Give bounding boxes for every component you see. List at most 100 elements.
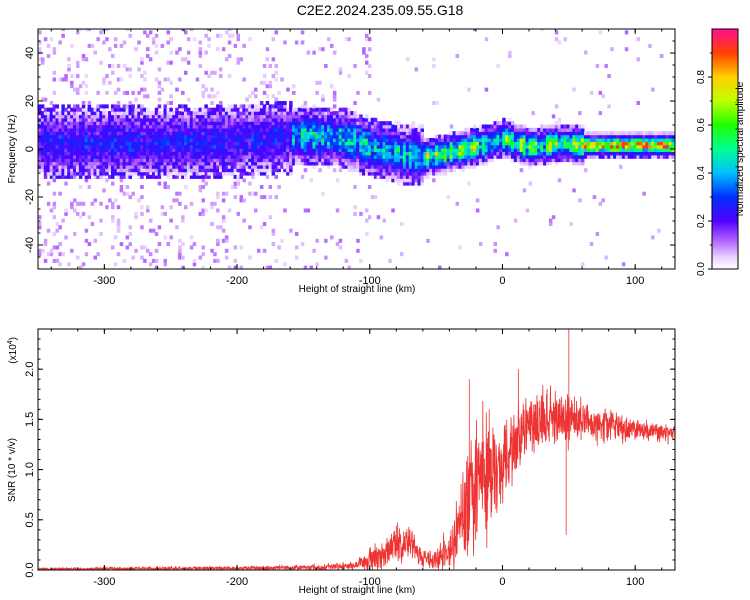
- heatmap-cell: [181, 174, 185, 179]
- heatmap-cell: [277, 151, 281, 156]
- heatmap-cell: [90, 107, 95, 112]
- heatmap-cell: [99, 104, 103, 109]
- heatmap-cell: [166, 77, 170, 82]
- heatmap-cell: [151, 117, 156, 122]
- heatmap-cell: [484, 127, 489, 132]
- heatmap-cell: [318, 138, 322, 142]
- heatmap-cell: [113, 168, 118, 173]
- heatmap-cell: [484, 148, 489, 152]
- heatmap-cell: [70, 121, 74, 126]
- heatmap-cell: [435, 168, 439, 173]
- heatmap-cell: [370, 131, 375, 136]
- heatmap-cell: [385, 124, 389, 129]
- heatmap-cell: [499, 148, 503, 152]
- heatmap-cell: [659, 154, 664, 159]
- heatmap-cell: [405, 161, 410, 166]
- heatmap-cell: [324, 158, 328, 163]
- heatmap-cell: [207, 131, 211, 136]
- heatmap-cell: [420, 154, 424, 159]
- heatmap-cell: [221, 127, 226, 132]
- heatmap-cell: [40, 141, 45, 146]
- heatmap-cell: [405, 154, 410, 159]
- heatmap-cell: [525, 141, 530, 146]
- heatmap-cell: [639, 134, 643, 139]
- heatmap-cell: [452, 168, 457, 173]
- heatmap-cell: [58, 191, 62, 196]
- heatmap-cell: [414, 144, 419, 149]
- heatmap-cell: [148, 111, 153, 116]
- heatmap-cell: [84, 90, 89, 95]
- heatmap-cell: [131, 131, 135, 136]
- heatmap-cell: [400, 222, 404, 226]
- heatmap-cell: [277, 131, 281, 136]
- heatmap-cell: [286, 131, 290, 136]
- heatmap-cell: [184, 141, 188, 146]
- heatmap-cell: [294, 144, 299, 149]
- heatmap-cell: [201, 141, 205, 146]
- heatmap-cell: [388, 174, 392, 179]
- heatmap-cell: [87, 107, 92, 112]
- heatmap-cell: [116, 228, 121, 233]
- heatmap-cell: [198, 141, 203, 146]
- heatmap-cell: [636, 57, 640, 62]
- heatmap-cell: [64, 131, 68, 136]
- heatmap-cell: [470, 127, 474, 132]
- heatmap-cell: [619, 134, 623, 139]
- heatmap-cell: [169, 80, 173, 85]
- heatmap-cell: [522, 148, 527, 152]
- heatmap-cell: [192, 262, 197, 267]
- heatmap-cell: [70, 138, 74, 142]
- heatmap-cell: [478, 144, 483, 149]
- heatmap-cell: [350, 138, 354, 142]
- heatmap-cell: [405, 164, 410, 169]
- heatmap-cell: [111, 131, 115, 136]
- heatmap-cell: [350, 131, 354, 136]
- heatmap-cell: [519, 134, 524, 139]
- heatmap-cell: [242, 134, 246, 139]
- heatmap-cell: [411, 171, 416, 176]
- heatmap-cell: [43, 171, 48, 176]
- figure-title: C2E2.2024.235.09.55.G18: [297, 2, 464, 18]
- heatmap-cell: [113, 158, 118, 163]
- heatmap-cell: [55, 171, 59, 176]
- heatmap-cell: [309, 107, 313, 112]
- heatmap-cell: [52, 121, 57, 126]
- heatmap-cell: [426, 171, 430, 176]
- heatmap-cell: [131, 164, 135, 169]
- heatmap-cell: [321, 114, 325, 119]
- heatmap-cell: [201, 265, 205, 269]
- heatmap-cell: [108, 154, 112, 159]
- heatmap-cell: [140, 255, 144, 260]
- heatmap-cell: [186, 164, 191, 169]
- heatmap-cell: [402, 124, 407, 129]
- heatmap-cell: [327, 134, 331, 139]
- heatmap-cell: [219, 161, 223, 166]
- heatmap-cell: [630, 154, 635, 159]
- heatmap-cell: [519, 131, 524, 136]
- heatmap-cell: [648, 43, 652, 48]
- heatmap-cell: [178, 255, 182, 260]
- heatmap-cell: [575, 144, 579, 149]
- heatmap-cell: [356, 138, 360, 142]
- heatmap-cell: [90, 121, 95, 126]
- heatmap-cell: [400, 151, 404, 156]
- heatmap-cell: [43, 148, 48, 152]
- heatmap-cell: [408, 158, 413, 163]
- heatmap-cell: [671, 144, 675, 149]
- heatmap-cell: [280, 77, 284, 82]
- heatmap-cell: [408, 148, 413, 152]
- heatmap-cell: [280, 121, 284, 126]
- heatmap-cell: [154, 248, 159, 253]
- heatmap-cell: [268, 164, 273, 169]
- heatmap-cell: [233, 121, 238, 126]
- heatmap-cell: [259, 154, 264, 159]
- heatmap-cell: [46, 131, 51, 136]
- heatmap-cell: [163, 77, 167, 82]
- heatmap-cell: [262, 141, 267, 146]
- heatmap-cell: [531, 158, 535, 163]
- heatmap-cell: [137, 117, 141, 122]
- heatmap-cell: [309, 131, 313, 136]
- heatmap-cell: [40, 151, 45, 156]
- heatmap-cell: [236, 114, 240, 119]
- heatmap-cell: [227, 148, 232, 152]
